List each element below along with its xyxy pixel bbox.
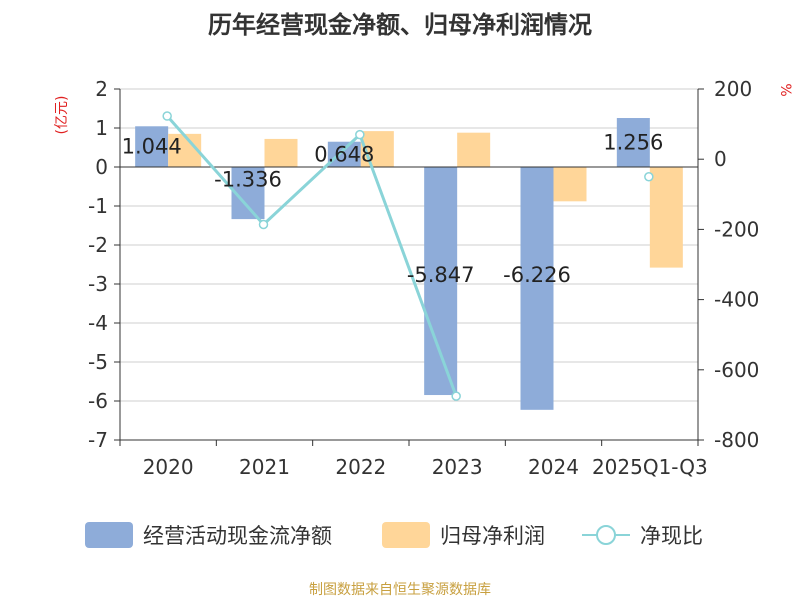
x-axis-label: 2025Q1-Q3 bbox=[592, 455, 708, 479]
bar-operating-cash-flow bbox=[327, 141, 361, 167]
ratio-line-point bbox=[355, 129, 365, 140]
legend-swatch-net-profit bbox=[382, 522, 430, 548]
bar-operating-cash-flow bbox=[520, 167, 554, 410]
legend-marker-ratio bbox=[596, 525, 616, 545]
left-axis-tick-label: -2 bbox=[88, 233, 108, 257]
ratio-line-point bbox=[258, 219, 269, 230]
left-axis-tick-label: -4 bbox=[88, 311, 108, 335]
legend-label-ratio: 净现比 bbox=[640, 524, 703, 548]
ratio-line-point bbox=[162, 111, 172, 121]
legend-label-operating-cash-flow: 经营活动现金流净额 bbox=[143, 524, 332, 548]
ratio-line-point bbox=[644, 172, 654, 182]
x-axis-label: 2020 bbox=[143, 455, 194, 479]
left-axis-unit: (亿元) bbox=[54, 96, 70, 135]
right-axis-tick-label: -800 bbox=[714, 428, 759, 452]
data-label-operating-cash-flow: -5.847 bbox=[407, 263, 475, 287]
legend-swatch-operating-cash-flow bbox=[85, 522, 133, 548]
data-label-operating-cash-flow: 0.648 bbox=[314, 142, 374, 166]
source-note: 制图数据来自恒生聚源数据库 bbox=[309, 582, 491, 598]
chart-title: 历年经营现金净额、归母净利润情况 bbox=[208, 11, 592, 39]
right-axis-tick-label: 200 bbox=[714, 77, 752, 101]
data-label-operating-cash-flow: 1.256 bbox=[603, 131, 663, 155]
ratio-line-series bbox=[162, 111, 654, 401]
right-axis-tick-label: 0 bbox=[714, 147, 727, 171]
left-axis-tick-label: -5 bbox=[88, 350, 108, 374]
right-axis-tick-label: -600 bbox=[714, 358, 759, 382]
bar-net-profit bbox=[649, 167, 683, 268]
ratio-line-segment bbox=[166, 115, 458, 397]
right-axis-tick-label: -200 bbox=[714, 217, 759, 241]
bar-net-profit bbox=[457, 132, 491, 167]
axes: 210-1-2-3-4-5-6-72000-200-400-600-800202… bbox=[88, 77, 759, 479]
legend-label-net-profit: 归母净利润 bbox=[440, 524, 545, 548]
left-axis-tick-label: -6 bbox=[88, 389, 108, 413]
right-axis-tick-label: -400 bbox=[714, 288, 759, 312]
data-label-operating-cash-flow: -1.336 bbox=[214, 168, 282, 192]
bar-net-profit bbox=[168, 133, 202, 167]
bar-net-profit bbox=[264, 138, 298, 167]
x-axis-label: 2022 bbox=[335, 455, 386, 479]
bar-operating-cash-flow bbox=[616, 118, 650, 167]
bar-operating-cash-flow bbox=[135, 126, 169, 167]
x-axis-label: 2024 bbox=[528, 455, 579, 479]
left-axis-tick-label: 0 bbox=[95, 155, 108, 179]
x-axis-label: 2021 bbox=[239, 455, 290, 479]
ratio-line-point bbox=[451, 391, 461, 401]
left-axis-tick-label: 2 bbox=[95, 77, 108, 101]
data-label-operating-cash-flow: -6.226 bbox=[503, 263, 571, 287]
bar-net-profit bbox=[553, 167, 587, 202]
data-labels: 1.044 -1.336 0.648 -5.847 -6.226 1.256 bbox=[122, 131, 664, 288]
data-label-operating-cash-flow: 1.044 bbox=[122, 135, 182, 159]
left-axis-tick-label: 1 bbox=[95, 116, 108, 140]
left-axis-tick-label: -3 bbox=[88, 272, 108, 296]
right-axis-unit: % bbox=[777, 83, 793, 96]
x-axis-label: 2023 bbox=[432, 455, 483, 479]
legend: 经营活动现金流净额 归母净利润 净现比 bbox=[85, 522, 703, 548]
left-axis-tick-label: -1 bbox=[88, 194, 108, 218]
left-axis-tick-label: -7 bbox=[88, 428, 108, 452]
